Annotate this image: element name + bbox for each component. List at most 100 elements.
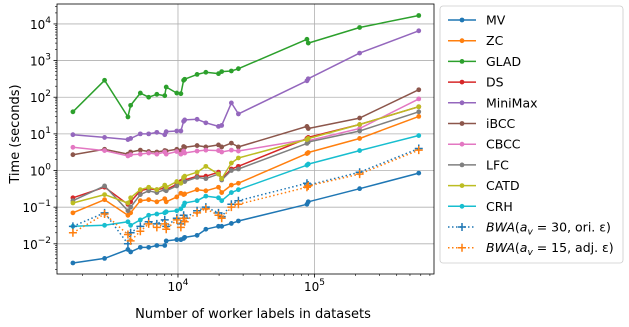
data-point bbox=[70, 109, 76, 115]
data-point bbox=[179, 214, 188, 223]
data-point bbox=[219, 123, 225, 128]
data-point bbox=[228, 100, 234, 106]
data-point bbox=[163, 238, 169, 244]
data-point bbox=[128, 249, 134, 255]
data-point bbox=[70, 144, 76, 150]
data-point bbox=[154, 211, 160, 217]
legend-label: CBCC bbox=[486, 137, 521, 152]
data-point bbox=[70, 152, 76, 158]
data-point bbox=[235, 166, 241, 172]
data-point bbox=[193, 208, 202, 217]
data-point bbox=[182, 144, 188, 150]
data-point bbox=[102, 148, 107, 153]
legend-label: GLAD bbox=[486, 54, 521, 69]
data-point bbox=[125, 208, 131, 214]
data-point bbox=[219, 176, 225, 182]
data-point bbox=[154, 187, 160, 193]
data-point bbox=[203, 69, 209, 75]
data-point bbox=[203, 147, 209, 153]
data-point bbox=[125, 114, 131, 120]
data-point bbox=[174, 90, 180, 96]
data-point bbox=[163, 188, 169, 194]
data-point bbox=[219, 69, 225, 75]
data-point bbox=[137, 244, 143, 250]
data-point bbox=[203, 120, 209, 126]
data-point bbox=[357, 128, 363, 134]
data-point bbox=[216, 171, 221, 177]
y-tick-label: 103 bbox=[30, 53, 51, 69]
data-point bbox=[163, 151, 169, 157]
y-tick-label: 104 bbox=[30, 16, 51, 32]
tick-labels: 104 105 10−2 10−1 100 101 102 103 104 bbox=[22, 16, 325, 294]
data-point bbox=[174, 183, 180, 189]
data-point bbox=[144, 219, 153, 228]
data-point bbox=[203, 163, 209, 169]
legend-item: BWA(av = 15, adj. ε) bbox=[448, 240, 614, 258]
data-point bbox=[234, 200, 243, 209]
data-point bbox=[162, 225, 171, 234]
data-point bbox=[357, 122, 363, 127]
legend-item: MV bbox=[448, 13, 506, 28]
legend-label: CRH bbox=[486, 199, 513, 214]
data-point bbox=[163, 199, 169, 205]
data-point bbox=[305, 126, 311, 131]
data-point bbox=[154, 243, 160, 248]
data-point bbox=[137, 151, 143, 157]
legend-item: BWA(av = 30, ori. ε) bbox=[448, 220, 611, 238]
data-point bbox=[100, 210, 109, 219]
series-1 bbox=[70, 113, 422, 218]
data-point bbox=[416, 170, 422, 176]
data-point bbox=[128, 222, 134, 228]
data-point bbox=[194, 71, 200, 77]
data-point bbox=[125, 200, 131, 206]
data-point bbox=[182, 76, 188, 82]
data-point bbox=[172, 215, 181, 224]
data-point bbox=[305, 40, 311, 46]
data-point bbox=[235, 144, 241, 150]
data-point bbox=[174, 208, 180, 214]
data-point bbox=[219, 149, 225, 155]
data-point bbox=[70, 132, 76, 138]
data-point bbox=[305, 136, 311, 141]
data-point bbox=[152, 223, 161, 232]
data-point bbox=[182, 173, 188, 179]
legend-item: CBCC bbox=[448, 137, 521, 152]
data-point bbox=[357, 115, 363, 121]
data-point bbox=[357, 186, 363, 192]
y-axis-label: Time (seconds) bbox=[8, 84, 23, 184]
data-point bbox=[416, 96, 422, 102]
data-point bbox=[102, 77, 107, 83]
data-point bbox=[216, 184, 221, 190]
series-11 bbox=[68, 146, 423, 245]
data-point bbox=[128, 136, 134, 141]
data-point bbox=[137, 192, 143, 198]
data-point bbox=[146, 184, 152, 190]
legend-item: MiniMax bbox=[448, 95, 538, 110]
data-point bbox=[416, 113, 422, 119]
data-point bbox=[163, 184, 169, 190]
data-point bbox=[102, 197, 107, 203]
data-point bbox=[355, 170, 364, 179]
data-point bbox=[137, 217, 143, 223]
data-point bbox=[228, 68, 234, 74]
data-point bbox=[146, 94, 152, 100]
data-point bbox=[174, 179, 180, 184]
x-tick-label: 105 bbox=[304, 278, 325, 294]
data-point bbox=[235, 148, 241, 154]
data-point bbox=[182, 200, 188, 206]
y-tick-label: 10−2 bbox=[22, 236, 51, 252]
data-point bbox=[102, 135, 107, 140]
data-point bbox=[235, 111, 241, 117]
axes bbox=[53, 3, 435, 278]
legend-item: ZC bbox=[448, 33, 504, 48]
data-point bbox=[203, 188, 209, 194]
data-point bbox=[102, 183, 107, 189]
legend-item: GLAD bbox=[448, 54, 521, 69]
data-point bbox=[357, 136, 363, 141]
data-point bbox=[235, 218, 241, 224]
data-point bbox=[219, 223, 225, 229]
legend-label: BWA(av = 30, ori. ε) bbox=[486, 220, 611, 238]
data-point bbox=[235, 180, 241, 186]
legend-marker bbox=[459, 100, 465, 106]
data-point bbox=[194, 143, 200, 148]
